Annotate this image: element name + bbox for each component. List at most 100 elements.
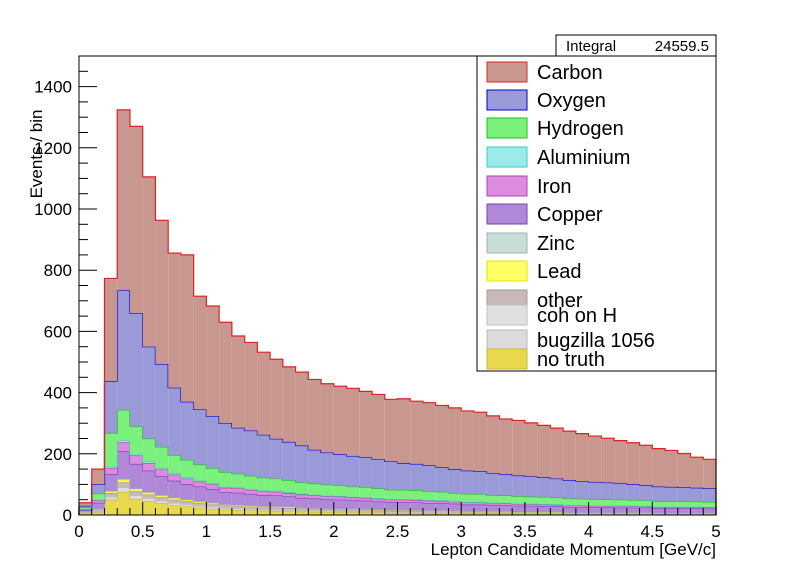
bar-hydrogen [142, 438, 156, 462]
bar-carbon [550, 428, 564, 479]
bar-other [104, 492, 118, 497]
bar-no-truth [422, 513, 436, 515]
bar-carbon [231, 335, 245, 428]
bar-carbon [614, 440, 627, 484]
bar-no-truth [486, 513, 500, 515]
x-axis-label: Lepton Candidate Momentum [GeV/c] [431, 540, 716, 559]
bar-carbon [422, 402, 436, 466]
bar-copper [524, 505, 538, 512]
bar-other [308, 509, 322, 511]
bar-hydrogen [626, 500, 640, 506]
bar-hydrogen [91, 493, 105, 500]
x-tick-label: 1 [202, 522, 211, 541]
bar-carbon [473, 412, 487, 472]
bar-carbon [346, 388, 360, 456]
bar-copper [537, 506, 551, 512]
bar-iron [270, 491, 283, 496]
bar-other [346, 509, 360, 512]
legend-item-iron: Iron [486, 175, 571, 198]
x-tick-label: 0 [74, 522, 83, 541]
legend-label: Lead [537, 261, 582, 283]
bar-oxygen [168, 387, 181, 456]
bar-copper [219, 492, 232, 505]
y-tick-label: 1200 [34, 139, 72, 158]
bar-carbon [588, 436, 602, 482]
bar-carbon [563, 431, 576, 481]
bar-copper [422, 503, 436, 511]
bar-copper [614, 507, 627, 513]
bar-hydrogen [410, 490, 423, 500]
bar-aluminium [129, 453, 143, 456]
legend-swatch [486, 348, 528, 370]
bar-other [231, 506, 245, 509]
bar-copper [142, 470, 156, 493]
bar-no-truth [193, 507, 207, 515]
bar-hydrogen [384, 489, 398, 500]
bar-bugzilla-1056 [231, 508, 245, 511]
bar-iron [499, 503, 513, 506]
bar-oxygen [601, 482, 615, 500]
bar-carbon [652, 448, 666, 487]
bar-iron [512, 503, 525, 506]
bar-hydrogen [435, 491, 449, 501]
bar-hydrogen [486, 495, 500, 503]
bar-hydrogen [155, 446, 169, 469]
bar-hydrogen [639, 500, 653, 507]
bar-hydrogen [346, 486, 360, 497]
legend-swatch [486, 203, 528, 225]
bar-carbon [295, 372, 309, 446]
legend-swatch [486, 61, 528, 83]
bar-carbon [257, 352, 271, 435]
series-oxygen [78, 289, 717, 515]
bar-other [333, 509, 347, 512]
bar-carbon [448, 407, 462, 470]
bar-carbon [104, 278, 118, 381]
bar-other [384, 511, 398, 513]
bar-iron [282, 492, 296, 497]
bar-copper [180, 484, 194, 500]
bar-copper [677, 508, 691, 513]
bar-no-truth [231, 510, 245, 515]
bar-iron [346, 497, 360, 501]
bar-oxygen [524, 476, 538, 497]
bar-iron [104, 467, 118, 474]
bar-oxygen [321, 452, 334, 485]
bar-oxygen [295, 445, 309, 483]
bar-copper [473, 504, 487, 512]
bar-other [372, 510, 385, 512]
bar-copper [155, 476, 169, 496]
bar-hydrogen [372, 488, 385, 499]
bar-carbon [91, 469, 105, 485]
bar-oxygen [117, 290, 130, 410]
bar-other [359, 510, 373, 512]
bar-oxygen [155, 364, 169, 447]
x-tick-label: 3 [456, 522, 465, 541]
bar-no-truth [473, 513, 487, 515]
bar-oxygen [461, 470, 474, 494]
bar-lead [193, 501, 207, 504]
bar-carbon [626, 442, 640, 485]
bar-no-truth [372, 512, 385, 515]
bar-carbon [321, 383, 334, 453]
legend-label: Hydrogen [537, 118, 624, 140]
bar-hydrogen [231, 473, 245, 488]
bar-oxygen [91, 484, 105, 494]
bar-carbon [308, 379, 322, 450]
bar-carbon [372, 394, 385, 460]
bar-no-truth [499, 513, 513, 515]
bar-other [206, 504, 220, 507]
legend-swatch [486, 329, 528, 351]
bar-no-truth [104, 499, 118, 515]
bar-no-truth [117, 492, 130, 515]
bar-other [244, 506, 258, 509]
y-tick-label: 1400 [34, 78, 72, 97]
bar-iron [422, 500, 436, 504]
bar-lead [180, 500, 194, 502]
bar-iron [295, 494, 309, 498]
bar-carbon [359, 391, 373, 458]
bar-oxygen [206, 416, 220, 469]
bar-bugzilla-1056 [257, 509, 271, 511]
bar-hydrogen [461, 493, 474, 503]
bar-hydrogen [512, 496, 525, 504]
bar-iron [397, 499, 411, 503]
